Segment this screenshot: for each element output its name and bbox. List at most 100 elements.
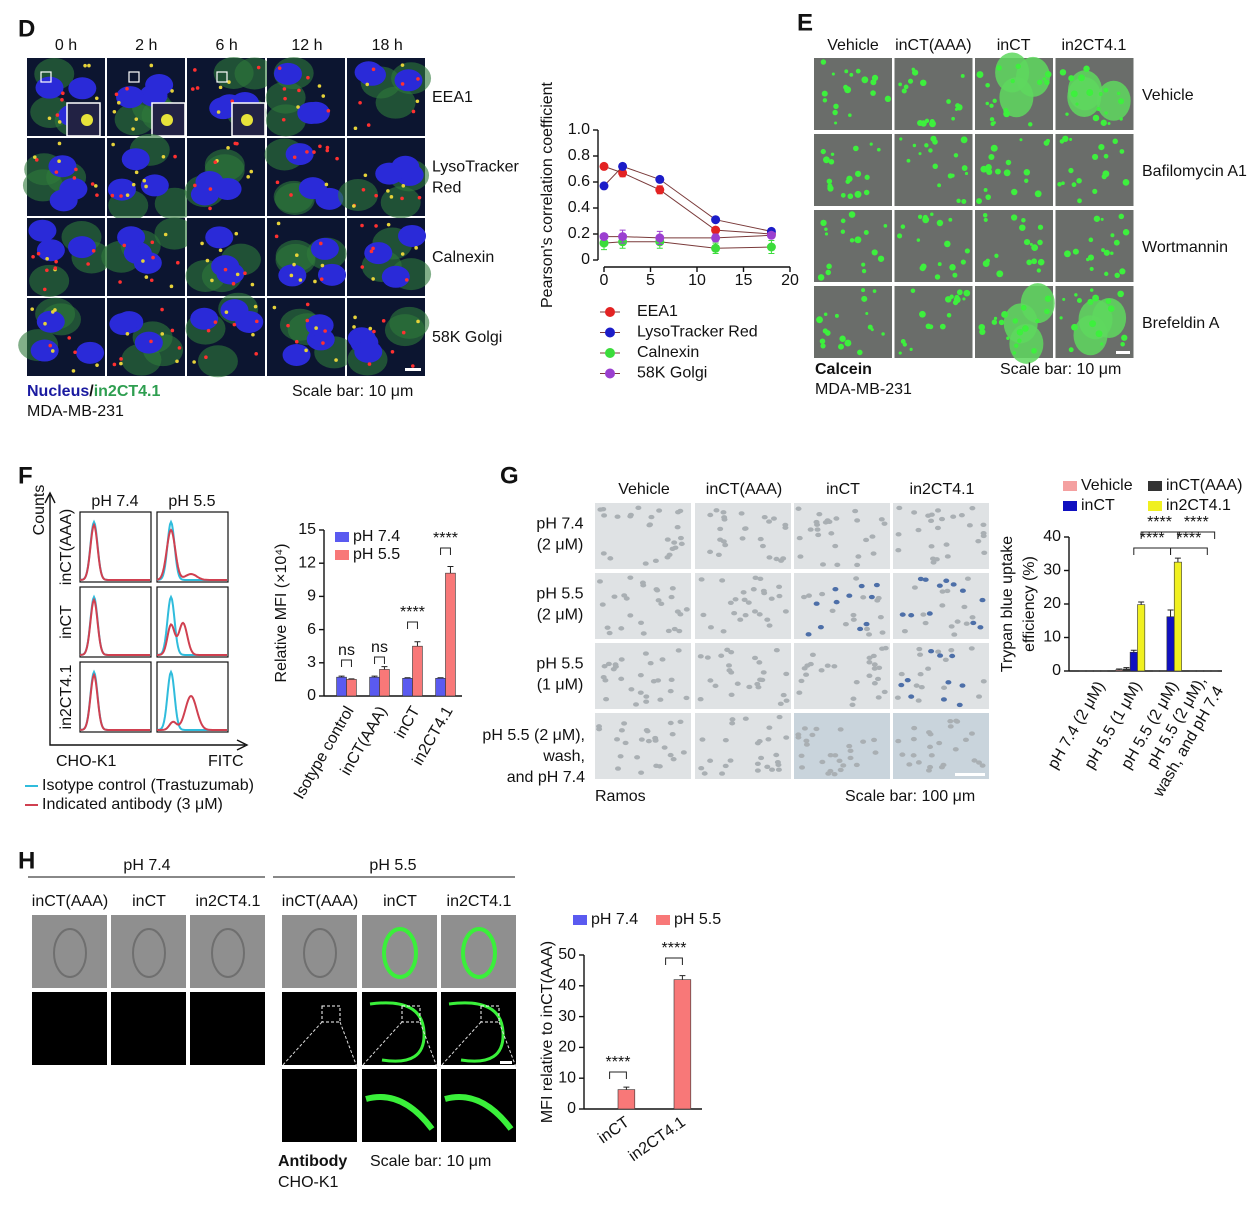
row-label: pH 5.5 <box>536 586 583 603</box>
calcein-puncta <box>1045 138 1050 143</box>
cell <box>908 694 915 699</box>
calcein-puncta <box>937 183 942 188</box>
calcein-puncta <box>881 332 885 336</box>
legend-marker <box>605 307 615 317</box>
cell <box>776 714 783 720</box>
calcein-puncta <box>948 217 953 222</box>
cell <box>829 608 836 613</box>
vesicle <box>411 109 416 114</box>
vesicle <box>53 266 58 271</box>
calcein-puncta <box>1003 107 1009 114</box>
cell <box>614 737 621 742</box>
cell <box>656 508 663 513</box>
cell <box>718 653 725 658</box>
vesicle <box>235 141 239 146</box>
cell <box>922 577 929 582</box>
y-tick-label: 0.6 <box>568 173 590 190</box>
cell <box>901 629 908 634</box>
cell <box>741 597 748 603</box>
calcein-puncta <box>1076 297 1082 303</box>
vesicle <box>401 183 406 188</box>
calcein-cell <box>1096 80 1131 121</box>
vesicle <box>71 369 76 373</box>
vesicle <box>223 267 228 272</box>
cell <box>825 771 832 776</box>
cell <box>809 732 816 738</box>
calcein-puncta <box>1071 182 1077 188</box>
vesicle <box>54 170 59 174</box>
vesicle <box>249 169 254 174</box>
cell <box>635 505 642 511</box>
bar <box>617 1089 636 1110</box>
vesicle <box>224 310 229 314</box>
error-bar <box>338 675 345 678</box>
legend-label: LysoTracker Red <box>637 324 758 341</box>
calcein-puncta <box>978 323 986 331</box>
nucleus <box>195 170 224 193</box>
calcein-puncta <box>964 248 970 254</box>
vesicle <box>67 336 72 340</box>
row-label: pH 5.5 <box>536 656 583 673</box>
calcein-puncta <box>1087 298 1094 305</box>
calcein-puncta <box>1100 119 1107 126</box>
cell <box>671 540 678 545</box>
cell <box>611 594 618 599</box>
significance-label: **** <box>1184 514 1209 531</box>
cell <box>642 561 649 566</box>
legend-label: EEA1 <box>637 303 678 320</box>
cell <box>836 758 843 764</box>
significance-label: ns <box>338 642 355 659</box>
x-tick-label: 20 <box>781 272 799 289</box>
nucleus <box>375 162 404 185</box>
vesicle <box>297 88 301 93</box>
vesicle <box>195 86 200 90</box>
cell <box>699 737 706 742</box>
micrograph <box>282 992 357 1065</box>
cell <box>925 666 932 671</box>
micrograph <box>595 713 691 779</box>
cell <box>959 683 966 688</box>
cell <box>782 609 789 614</box>
vesicle <box>206 328 211 333</box>
calcein-puncta <box>1092 114 1100 122</box>
nucleus <box>133 251 162 274</box>
micrograph <box>695 713 791 779</box>
vesicle <box>335 156 339 161</box>
histogram-box <box>156 586 229 658</box>
calcein-puncta <box>949 264 956 271</box>
y-tick-label: 1.0 <box>568 121 590 138</box>
calcein-puncta <box>986 168 993 176</box>
calcein-puncta <box>990 121 995 127</box>
calcein-puncta <box>825 269 832 276</box>
antibody-histogram <box>157 621 227 656</box>
stain-legend: Nucleus/in2CT4.1 <box>27 383 160 400</box>
calcein-puncta <box>855 68 861 74</box>
calcein-puncta <box>961 198 967 204</box>
cell <box>719 771 726 776</box>
cell <box>759 677 766 683</box>
histogram-box <box>79 586 152 658</box>
cell-line: MDA-MB-231 <box>815 381 912 398</box>
cell <box>908 613 915 618</box>
cell <box>610 666 617 672</box>
vesicle <box>86 262 90 266</box>
vesicle <box>312 150 316 154</box>
cell <box>910 753 917 758</box>
calcein-puncta <box>845 179 851 184</box>
nucleus <box>68 77 97 100</box>
cell <box>674 525 681 530</box>
vesicle <box>112 110 117 114</box>
cell <box>850 617 857 622</box>
calcein-puncta <box>946 312 952 318</box>
calcein-puncta <box>1098 91 1103 97</box>
cell <box>917 672 924 677</box>
vesicle <box>275 180 280 185</box>
cell <box>954 619 961 624</box>
cell <box>950 514 957 519</box>
calcein-puncta <box>912 143 917 148</box>
cell <box>669 732 676 737</box>
nucleus <box>68 236 97 259</box>
cell <box>873 582 880 588</box>
y-tick-label: 40 <box>558 977 576 994</box>
micrograph <box>1055 134 1134 206</box>
